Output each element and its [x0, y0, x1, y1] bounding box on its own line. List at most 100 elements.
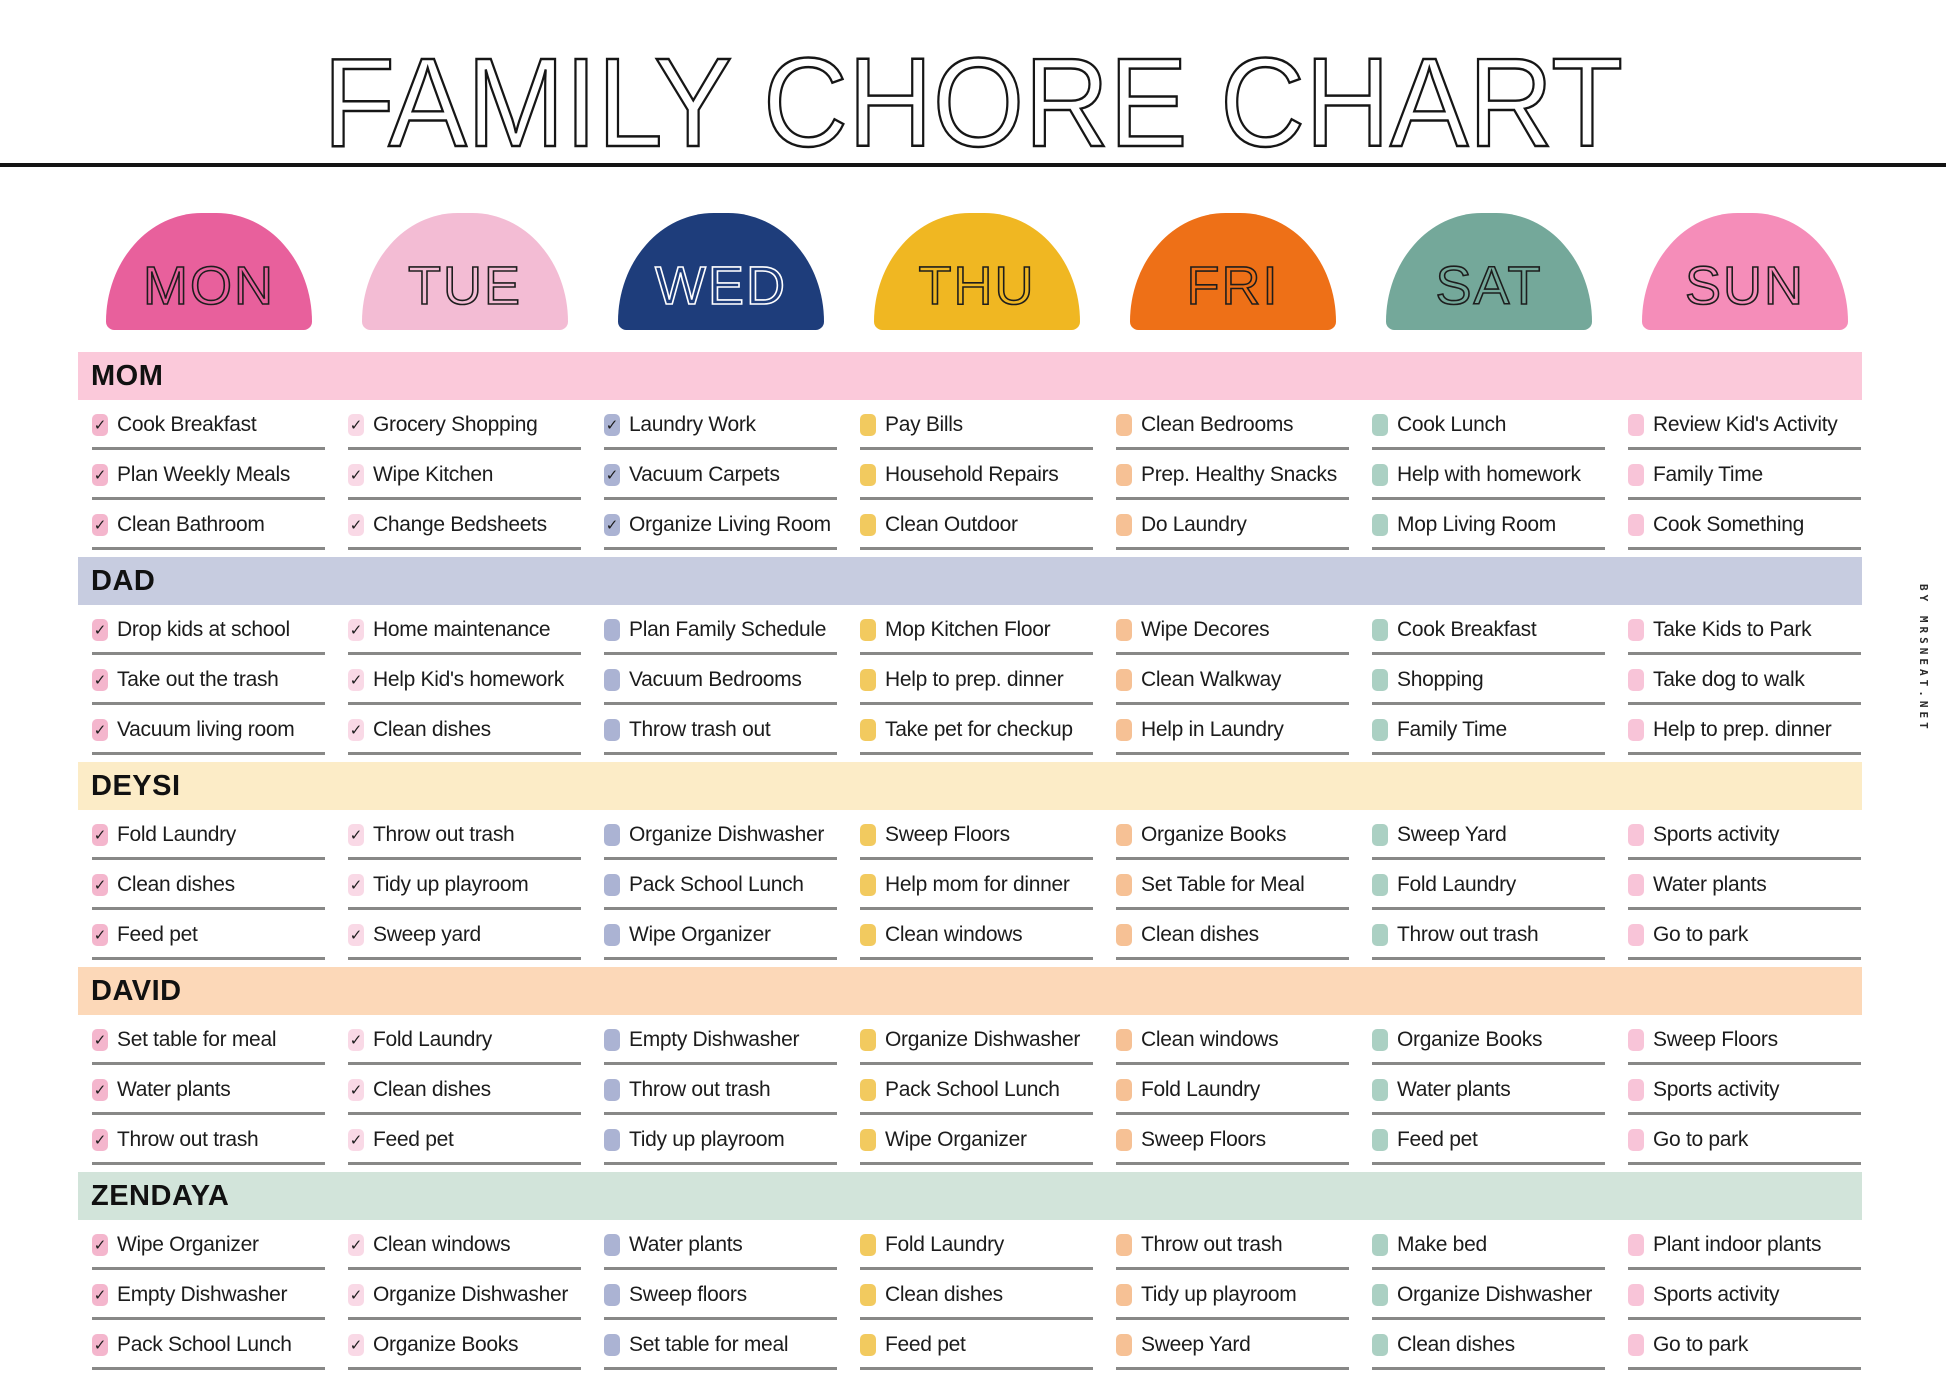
chore-checkbox[interactable]: [1628, 1079, 1644, 1101]
chore-checkbox[interactable]: [1628, 1234, 1644, 1256]
chore-checkbox[interactable]: [604, 874, 620, 896]
chore-checkbox[interactable]: [1628, 1334, 1644, 1356]
chore-checkbox[interactable]: ✓: [348, 824, 364, 846]
chore-checkbox[interactable]: [1628, 669, 1644, 691]
chore-checkbox[interactable]: ✓: [92, 1284, 108, 1306]
chore-checkbox[interactable]: ✓: [92, 1079, 108, 1101]
chore-checkbox[interactable]: ✓: [92, 514, 108, 536]
chore-checkbox[interactable]: ✓: [348, 1284, 364, 1306]
chore-checkbox[interactable]: [604, 719, 620, 741]
chore-checkbox[interactable]: [860, 824, 876, 846]
chore-checkbox[interactable]: ✓: [92, 719, 108, 741]
chore-checkbox[interactable]: [1372, 464, 1388, 486]
chore-checkbox[interactable]: [1628, 619, 1644, 641]
chore-checkbox[interactable]: ✓: [604, 414, 620, 436]
chore-checkbox[interactable]: [1372, 619, 1388, 641]
chore-checkbox[interactable]: ✓: [348, 874, 364, 896]
chore-checkbox[interactable]: [1628, 1029, 1644, 1051]
chore-checkbox[interactable]: ✓: [348, 464, 364, 486]
chore-checkbox[interactable]: ✓: [348, 924, 364, 946]
chore-checkbox[interactable]: [1628, 824, 1644, 846]
chore-checkbox[interactable]: [1116, 1029, 1132, 1051]
chore-checkbox[interactable]: [1116, 1334, 1132, 1356]
chore-checkbox[interactable]: [1116, 414, 1132, 436]
chore-checkbox[interactable]: ✓: [604, 464, 620, 486]
chore-checkbox[interactable]: [1628, 464, 1644, 486]
chore-checkbox[interactable]: [1628, 414, 1644, 436]
chore-checkbox[interactable]: [604, 924, 620, 946]
chore-checkbox[interactable]: [860, 924, 876, 946]
chore-checkbox[interactable]: [1372, 924, 1388, 946]
chore-checkbox[interactable]: [604, 619, 620, 641]
chore-checkbox[interactable]: [604, 824, 620, 846]
chore-checkbox[interactable]: ✓: [92, 1029, 108, 1051]
chore-checkbox[interactable]: [604, 1079, 620, 1101]
chore-checkbox[interactable]: [1628, 514, 1644, 536]
chore-checkbox[interactable]: [860, 464, 876, 486]
chore-checkbox[interactable]: ✓: [348, 1334, 364, 1356]
chore-checkbox[interactable]: [1372, 1079, 1388, 1101]
chore-checkbox[interactable]: [860, 1334, 876, 1356]
chore-checkbox[interactable]: ✓: [92, 824, 108, 846]
chore-checkbox[interactable]: [1372, 414, 1388, 436]
chore-checkbox[interactable]: [1116, 1129, 1132, 1151]
chore-checkbox[interactable]: [604, 1284, 620, 1306]
chore-checkbox[interactable]: ✓: [348, 414, 364, 436]
chore-checkbox[interactable]: [1116, 514, 1132, 536]
chore-checkbox[interactable]: [1116, 719, 1132, 741]
chore-checkbox[interactable]: [604, 1334, 620, 1356]
chore-checkbox[interactable]: [860, 514, 876, 536]
chore-checkbox[interactable]: [1372, 1234, 1388, 1256]
chore-checkbox[interactable]: [1372, 1284, 1388, 1306]
chore-checkbox[interactable]: ✓: [92, 1334, 108, 1356]
chore-checkbox[interactable]: [860, 1129, 876, 1151]
chore-checkbox[interactable]: [860, 1284, 876, 1306]
chore-checkbox[interactable]: ✓: [348, 619, 364, 641]
chore-checkbox[interactable]: [1116, 619, 1132, 641]
chore-checkbox[interactable]: [1372, 669, 1388, 691]
chore-checkbox[interactable]: ✓: [348, 669, 364, 691]
chore-checkbox[interactable]: [604, 669, 620, 691]
chore-checkbox[interactable]: ✓: [348, 1234, 364, 1256]
chore-checkbox[interactable]: [1372, 874, 1388, 896]
chore-checkbox[interactable]: [604, 1029, 620, 1051]
chore-checkbox[interactable]: [860, 619, 876, 641]
chore-checkbox[interactable]: [1628, 924, 1644, 946]
chore-checkbox[interactable]: [1372, 719, 1388, 741]
chore-checkbox[interactable]: ✓: [92, 464, 108, 486]
chore-checkbox[interactable]: [1372, 1334, 1388, 1356]
chore-checkbox[interactable]: [1372, 1129, 1388, 1151]
chore-checkbox[interactable]: [1628, 1129, 1644, 1151]
chore-checkbox[interactable]: [1116, 824, 1132, 846]
chore-checkbox[interactable]: [1628, 874, 1644, 896]
chore-checkbox[interactable]: ✓: [92, 414, 108, 436]
chore-checkbox[interactable]: [1116, 464, 1132, 486]
chore-checkbox[interactable]: [604, 1129, 620, 1151]
chore-checkbox[interactable]: ✓: [92, 619, 108, 641]
chore-checkbox[interactable]: ✓: [348, 1129, 364, 1151]
chore-checkbox[interactable]: [860, 719, 876, 741]
chore-checkbox[interactable]: [1116, 874, 1132, 896]
chore-checkbox[interactable]: [1116, 1079, 1132, 1101]
chore-checkbox[interactable]: [1628, 719, 1644, 741]
chore-checkbox[interactable]: [1372, 824, 1388, 846]
chore-checkbox[interactable]: ✓: [348, 719, 364, 741]
chore-checkbox[interactable]: [860, 1079, 876, 1101]
chore-checkbox[interactable]: [1116, 1284, 1132, 1306]
chore-checkbox[interactable]: ✓: [92, 1234, 108, 1256]
chore-checkbox[interactable]: [860, 1234, 876, 1256]
chore-checkbox[interactable]: [1372, 514, 1388, 536]
chore-checkbox[interactable]: [604, 1234, 620, 1256]
chore-checkbox[interactable]: ✓: [348, 1079, 364, 1101]
chore-checkbox[interactable]: ✓: [92, 924, 108, 946]
chore-checkbox[interactable]: [1116, 669, 1132, 691]
chore-checkbox[interactable]: ✓: [604, 514, 620, 536]
chore-checkbox[interactable]: [1628, 1284, 1644, 1306]
chore-checkbox[interactable]: [1372, 1029, 1388, 1051]
chore-checkbox[interactable]: [860, 1029, 876, 1051]
chore-checkbox[interactable]: [860, 669, 876, 691]
chore-checkbox[interactable]: ✓: [92, 669, 108, 691]
chore-checkbox[interactable]: ✓: [92, 874, 108, 896]
chore-checkbox[interactable]: [860, 414, 876, 436]
chore-checkbox[interactable]: [1116, 1234, 1132, 1256]
